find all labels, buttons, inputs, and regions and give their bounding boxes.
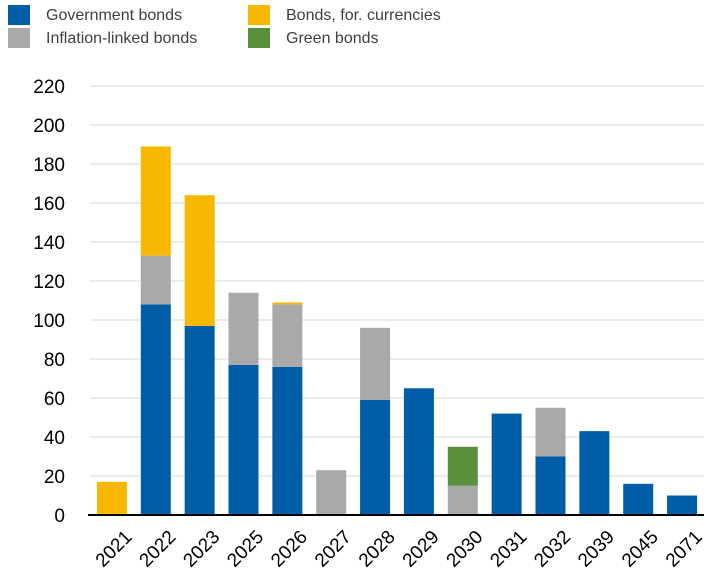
x-tick-label-2045: 2045	[618, 527, 663, 572]
bar-2027-inflation-linked-bonds	[316, 470, 347, 515]
x-tick-label-2028: 2028	[355, 527, 400, 572]
legend-label-government-bonds: Government bonds	[46, 7, 182, 24]
y-tick-label-100: 100	[33, 311, 65, 332]
bar-2028-inflation-linked-bonds	[360, 327, 391, 400]
legend: Government bonds Bonds, for. currencies In…	[8, 5, 441, 48]
y-tick-label-200: 200	[33, 116, 65, 137]
legend-swatch-government-bonds	[8, 5, 30, 25]
legend-label-bonds-for-currencies: Bonds, for. currencies	[286, 7, 441, 24]
bar-2045-government-bonds	[623, 483, 654, 515]
bar-2031-government-bonds	[491, 413, 522, 515]
x-tick-label-2031: 2031	[486, 527, 531, 572]
legend-label-inflation-linked-bonds: Inflation-linked bonds	[46, 30, 197, 47]
legend-swatch-bonds-for-currencies	[248, 5, 270, 25]
legend-label-green-bonds: Green bonds	[286, 30, 379, 47]
y-tick-label-40: 40	[44, 428, 65, 449]
y-tick-label-220: 220	[33, 77, 65, 98]
bar-2023-bonds-for-currencies	[184, 195, 215, 326]
bar-2030-inflation-linked-bonds	[447, 485, 478, 515]
x-tick-label-2021: 2021	[92, 527, 137, 572]
legend-swatch-inflation-linked-bonds	[8, 28, 30, 48]
y-tick-label-140: 140	[33, 233, 65, 254]
x-tick-label-2027: 2027	[311, 527, 356, 572]
y-tick-label-180: 180	[33, 155, 65, 176]
bar-2025-government-bonds	[228, 364, 259, 515]
x-tick-label-2030: 2030	[443, 527, 488, 572]
gridlines	[90, 85, 704, 477]
y-tick-label-120: 120	[33, 272, 65, 293]
y-tick-label-60: 60	[44, 389, 65, 410]
x-tick-label-2029: 2029	[399, 527, 444, 572]
legend-swatch-green-bonds	[248, 28, 270, 48]
bar-2023-government-bonds	[184, 325, 215, 515]
x-tick-label-2022: 2022	[136, 527, 181, 572]
x-tick-label-2026: 2026	[267, 527, 312, 572]
y-tick-label-0: 0	[54, 506, 65, 527]
bar-2028-government-bonds	[360, 399, 391, 515]
y-tick-label-160: 160	[33, 194, 65, 215]
x-tick-label-2025: 2025	[223, 527, 268, 572]
bar-2032-government-bonds	[535, 456, 566, 515]
x-tick-labels: 2021 2022 2023 2025 2026 2027 2028 2029 2030 2031…	[92, 527, 707, 572]
bar-2030-green-bonds	[447, 446, 478, 486]
bars	[96, 146, 698, 515]
x-tick-label-2039: 2039	[574, 527, 619, 572]
x-tick-label-2071: 2071	[662, 527, 707, 572]
y-tick-label-20: 20	[44, 467, 65, 488]
bar-2022-inflation-linked-bonds	[140, 255, 171, 305]
bar-2021-bonds-for-currencies	[96, 481, 127, 515]
bar-2071-government-bonds	[667, 495, 698, 515]
bar-2026-bonds-for-currencies	[272, 302, 303, 305]
x-tick-label-2032: 2032	[530, 527, 575, 572]
y-tick-label-80: 80	[44, 350, 65, 371]
bar-2029-government-bonds	[403, 388, 434, 515]
bar-2022-government-bonds	[140, 304, 171, 515]
bar-2026-government-bonds	[272, 366, 303, 515]
bar-2022-bonds-for-currencies	[140, 146, 171, 256]
y-tick-labels: 0 20 40 60 80 100 120 140 160 180 200 220	[33, 77, 65, 527]
bar-2026-inflation-linked-bonds	[272, 304, 303, 367]
bar-2039-government-bonds	[579, 431, 610, 515]
bar-2025-inflation-linked-bonds	[228, 292, 259, 365]
x-tick-label-2023: 2023	[179, 527, 224, 572]
bar-2032-inflation-linked-bonds	[535, 407, 566, 457]
